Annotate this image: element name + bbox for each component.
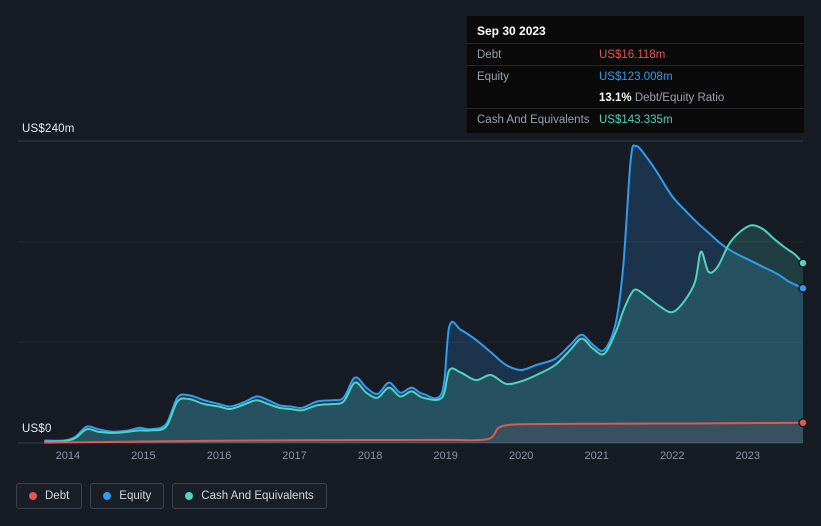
x-tick-label: 2021 xyxy=(584,450,608,462)
equity-end-dot[interactable] xyxy=(798,283,808,293)
tooltip-panel: Sep 30 2023 Debt US$16.118m Equity US$12… xyxy=(466,15,805,134)
legend: Debt Equity Cash And Equivalents xyxy=(16,483,327,509)
y-axis-label-min: US$0 xyxy=(22,423,52,435)
debt-dot-icon xyxy=(29,492,37,500)
tooltip-row-equity: Equity US$123.008m xyxy=(467,65,804,87)
y-axis-label-max: US$240m xyxy=(22,123,75,135)
tooltip-cash-label: Cash And Equivalents xyxy=(477,113,590,126)
legend-debt-label: Debt xyxy=(45,490,70,502)
tooltip-row-ratio: 13.1% Debt/Equity Ratio xyxy=(467,87,804,108)
tooltip-equity-label: Equity xyxy=(477,70,509,83)
cash-dot-icon xyxy=(185,492,194,500)
tooltip-cash-value: US$143.335m xyxy=(599,113,673,126)
x-tick-label: 2023 xyxy=(736,450,760,462)
x-tick-label: 2018 xyxy=(358,450,382,462)
equity-line xyxy=(44,144,804,442)
debt-end-dot[interactable] xyxy=(798,417,808,428)
tooltip-row-debt: Debt US$16.118m xyxy=(467,43,804,65)
debt-line xyxy=(44,421,804,444)
x-tick-label: 2022 xyxy=(660,450,684,462)
tooltip-debt-value: US$16.118m xyxy=(599,48,666,61)
x-tick-label: 2016 xyxy=(207,450,231,462)
cash-and-equivalents-area xyxy=(45,225,803,443)
tooltip-ratio-label: Debt/Equity Ratio xyxy=(634,91,725,104)
x-tick-label: 2019 xyxy=(433,450,457,462)
tooltip-row-cash: Cash And Equivalents US$143.335m xyxy=(467,108,804,130)
tooltip-ratio-value: 13.1% xyxy=(599,91,632,104)
x-tick-label: 2014 xyxy=(56,450,80,462)
legend-item-equity[interactable]: Equity xyxy=(90,483,165,509)
cash-and-equivalents-line xyxy=(44,224,804,443)
tooltip-ratio: 13.1% Debt/Equity Ratio xyxy=(599,92,724,104)
equity-dot-icon xyxy=(103,492,112,500)
cash-and-equivalents-end-dot[interactable] xyxy=(798,258,808,268)
chart-plot[interactable]: 2014 2015 2016 2017 2018 2019 2020 2021 2022 2023 xyxy=(0,0,821,472)
tooltip-debt-label: Debt xyxy=(477,48,502,61)
legend-item-cash[interactable]: Cash And Equivalents xyxy=(172,483,327,509)
equity-area xyxy=(45,145,803,443)
legend-cash-label: Cash And Equivalents xyxy=(201,490,314,502)
legend-equity-label: Equity xyxy=(119,490,152,502)
debt-area xyxy=(45,422,803,443)
x-tick-label: 2017 xyxy=(282,450,306,462)
x-tick-label: 2015 xyxy=(131,450,155,462)
legend-item-debt[interactable]: Debt xyxy=(16,483,83,509)
tooltip-date: Sep 30 2023 xyxy=(477,24,546,38)
x-tick-label: 2020 xyxy=(509,450,533,462)
tooltip-equity-value: US$123.008m xyxy=(599,70,673,83)
